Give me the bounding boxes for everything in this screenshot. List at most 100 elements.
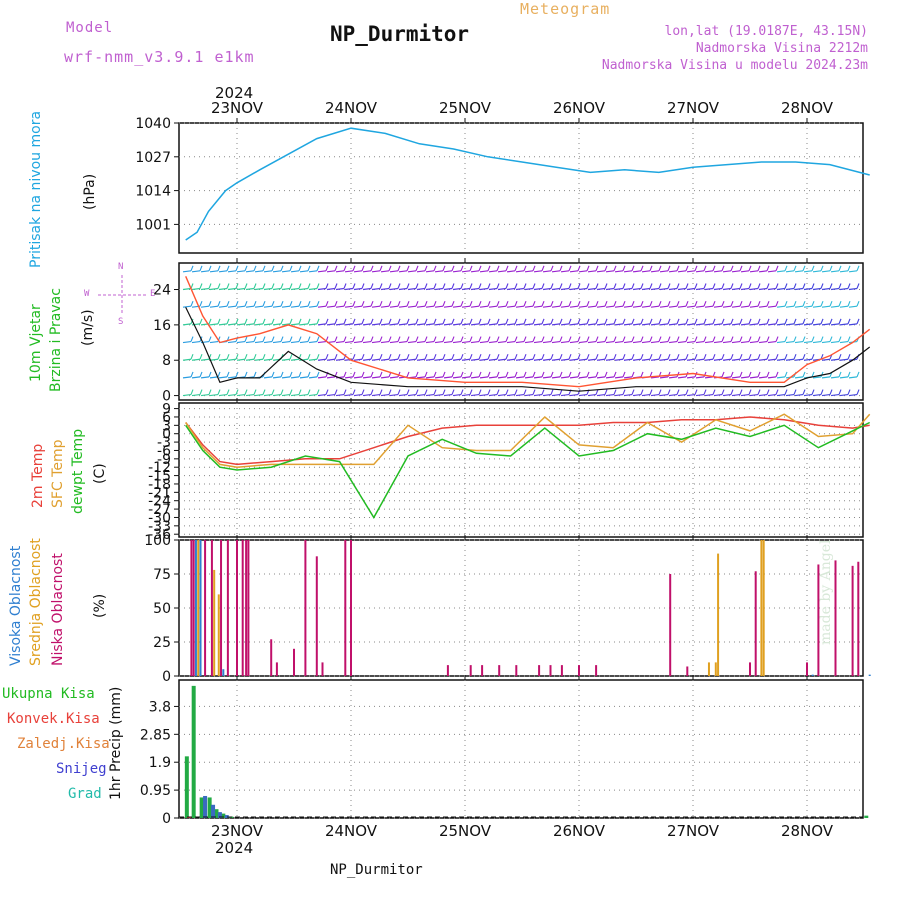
wind-barb [371, 305, 381, 308]
wind-barb [560, 340, 570, 344]
wind-barb [722, 287, 732, 291]
wind-barb [551, 376, 561, 379]
wind-barb [605, 270, 615, 273]
wind-barb [596, 305, 606, 308]
cloud-low-bar [321, 662, 324, 676]
wind-ylabel-sub: Brzina i Pravac [48, 288, 64, 392]
wind-barb-flag [739, 300, 743, 307]
wind-barb [272, 287, 282, 291]
wind-barb-flag [199, 354, 203, 360]
wind-barb [524, 393, 534, 397]
wind-barb-flag [442, 371, 446, 378]
wind-barb-flag [775, 336, 779, 342]
wind-barb [758, 287, 768, 291]
wind-barb [317, 376, 327, 379]
wind-barb [767, 358, 777, 361]
cloud-low-bar [851, 565, 854, 676]
wind-barb [371, 287, 381, 291]
wind-barb [596, 287, 606, 291]
wind-barb-flag [352, 371, 356, 378]
wind-barb-flag [424, 354, 428, 360]
y-tick-label: 0.95 [140, 783, 171, 799]
wind-barb-flag [748, 318, 752, 325]
wind-barb-flag [730, 336, 734, 342]
wind-barb [389, 287, 399, 291]
wind-barb-flag [487, 283, 491, 289]
wind-barb [209, 270, 219, 273]
wind-barb [209, 376, 219, 379]
wind-barb-flag [559, 371, 563, 378]
wind-barb-flag [550, 354, 554, 360]
wind-barb [578, 270, 588, 273]
wind-barb-flag [613, 336, 617, 342]
wind-barb [515, 340, 525, 344]
wind-barb-flag [370, 283, 374, 289]
wind-barb-flag [802, 336, 806, 342]
wind-barb-flag [334, 318, 338, 325]
wind-barb [515, 305, 525, 308]
precip-bar-total [184, 756, 189, 818]
wind-barb-flag [631, 265, 635, 272]
wind-barb-flag [307, 389, 311, 395]
wind-barb [695, 305, 705, 308]
wind-barb [677, 393, 687, 397]
wind-barb-flag [307, 265, 311, 272]
wind-barb [659, 323, 669, 326]
wind-speed-line [185, 306, 871, 392]
wind-barb [416, 393, 426, 397]
wind-barb-flag [640, 389, 644, 395]
wind-barb-flag [388, 389, 392, 395]
wind-barb-flag [415, 283, 419, 289]
wind-barb-flag [298, 318, 302, 325]
wind-barb-flag [820, 300, 824, 307]
precip-conv-label: Konvek.Kisa [7, 711, 100, 727]
wind-barb-flag [541, 354, 545, 360]
wind-barb-flag [658, 300, 662, 307]
wind-barb-flag [253, 336, 257, 342]
wind-barb [227, 376, 237, 379]
y-tick-label: 1040 [135, 116, 171, 132]
wind-barb [749, 393, 759, 397]
wind-barb [758, 340, 768, 344]
wind-barb-flag [856, 300, 860, 307]
wind-barb [794, 376, 804, 379]
wind-barb-flag [595, 318, 599, 325]
wind-barb-flag [433, 389, 437, 395]
wind-barb [686, 340, 696, 344]
wind-barb-flag [469, 371, 473, 378]
wind-barb-flag [397, 265, 401, 272]
wind-barb [686, 393, 696, 397]
wind-barb [461, 323, 471, 326]
wind-barb-flag [613, 265, 617, 272]
wind-barb [677, 358, 687, 361]
wind-barb [290, 393, 300, 397]
wind-barb-flag [298, 336, 302, 342]
wind-barb [479, 340, 489, 344]
wind-barb-flag [406, 371, 410, 378]
wind-barb-flag [271, 389, 275, 395]
cloud-low-bar [446, 665, 449, 676]
wind-barb-flag [325, 354, 329, 360]
wind-barb-flag [235, 265, 239, 272]
wind-barb [839, 305, 849, 308]
wind-barb [677, 287, 687, 291]
wind-barb-flag [640, 265, 644, 272]
panel-frame [178, 402, 864, 538]
wind-barb-flag [397, 318, 401, 325]
wind-barb-flag [586, 336, 590, 342]
x-tick-label: 23NOV [211, 822, 264, 840]
wind-barb [614, 270, 624, 273]
wind-barb [488, 323, 498, 326]
wind-barb [794, 393, 804, 397]
wind-barb [191, 376, 201, 379]
wind-barb [254, 393, 264, 397]
cloud-unit: (%) [92, 593, 108, 618]
wind-barb [569, 376, 579, 379]
wind-barb [227, 305, 237, 308]
wind-barb-flag [568, 300, 572, 307]
wind-barb-flag [811, 354, 815, 360]
wind-barb [785, 270, 795, 273]
wind-barb-flag [568, 265, 572, 272]
wind-barb-flag [748, 336, 752, 342]
wind-barb-flag [199, 318, 203, 325]
